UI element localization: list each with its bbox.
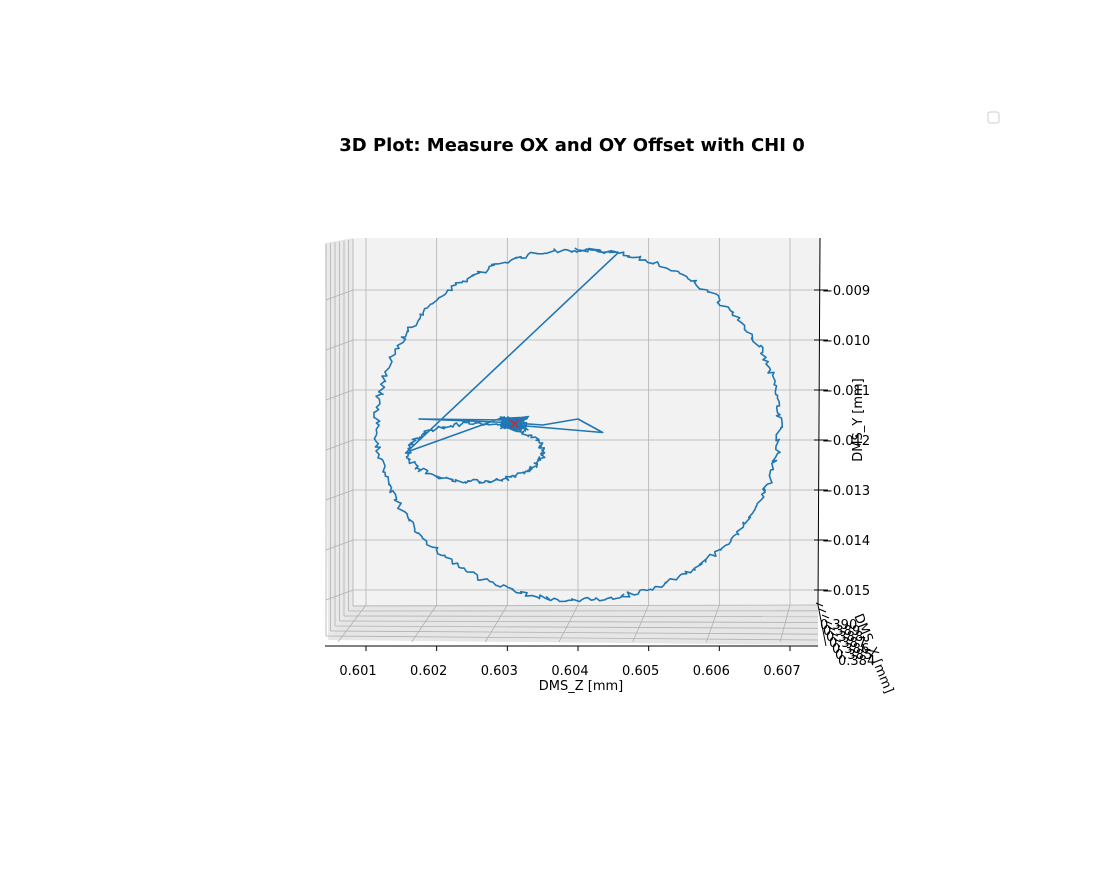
x-tick-label: 0.607 [763, 664, 800, 679]
y-tick-label: −0.014 [822, 534, 870, 549]
z-tick-label: 0.384 [838, 654, 875, 669]
y-tick-label: −0.010 [822, 334, 870, 349]
z-tick-label: 0.387 [829, 636, 866, 651]
chart-title: 3D Plot: Measure OX and OY Offset with C… [339, 135, 804, 156]
z-tick-mark [830, 632, 839, 637]
z-tick-label: 0.389 [823, 624, 860, 639]
z-tick-mark [821, 614, 830, 619]
x-tick-label: 0.604 [551, 664, 588, 679]
x-tick-label: 0.602 [410, 664, 447, 679]
z-tick-mark [833, 638, 842, 643]
grid-line-floor-depth [334, 625, 819, 629]
y-tick-label: −0.009 [822, 284, 870, 299]
z-tick-label: 0.385 [835, 648, 872, 663]
tick-labels: 0.601 0.602 0.603 0.604 0.605 0.606 0.607 −0.00… [339, 284, 875, 679]
data-layer [373, 247, 784, 603]
axes-lines [325, 237, 842, 651]
floor-pane [328, 605, 818, 645]
y-tick-label: −0.011 [822, 384, 870, 399]
z-tick-mark [824, 620, 833, 625]
grid-line-floor-depth [325, 635, 819, 641]
z-axis-line [817, 604, 827, 647]
series-line [373, 247, 784, 603]
grid-line-floor-depth [339, 620, 819, 623]
y-tick-label: −0.013 [822, 484, 870, 499]
x-tick-label: 0.601 [339, 664, 376, 679]
grid-line-floor-depth [352, 604, 819, 607]
x-tick-label: 0.603 [481, 664, 518, 679]
y-axis-title: DMS_Y [mm] [851, 378, 866, 462]
grid-line-floor-depth [330, 630, 819, 635]
z-tick-mark [818, 608, 827, 613]
x-axis-title: DMS_Z [mm] [539, 679, 624, 694]
x-tick-label: 0.606 [693, 664, 730, 679]
z-tick-mark [827, 626, 836, 631]
legend-box [987, 111, 1000, 124]
grid-line-floor-depth [343, 615, 819, 618]
x-tick-label: 0.605 [622, 664, 659, 679]
center-marker-stroke [509, 419, 519, 429]
y-tick-label: −0.012 [822, 434, 870, 449]
z-tick-label: 0.390 [820, 618, 857, 633]
z-tick-mark [815, 602, 824, 607]
z-tick-label: 0.386 [832, 642, 869, 657]
y-axis-line [817, 237, 821, 606]
y-tick-label: −0.015 [822, 584, 870, 599]
z-tick-label: 0.388 [826, 630, 863, 645]
back-pane [353, 238, 820, 605]
side-pane [325, 238, 353, 640]
